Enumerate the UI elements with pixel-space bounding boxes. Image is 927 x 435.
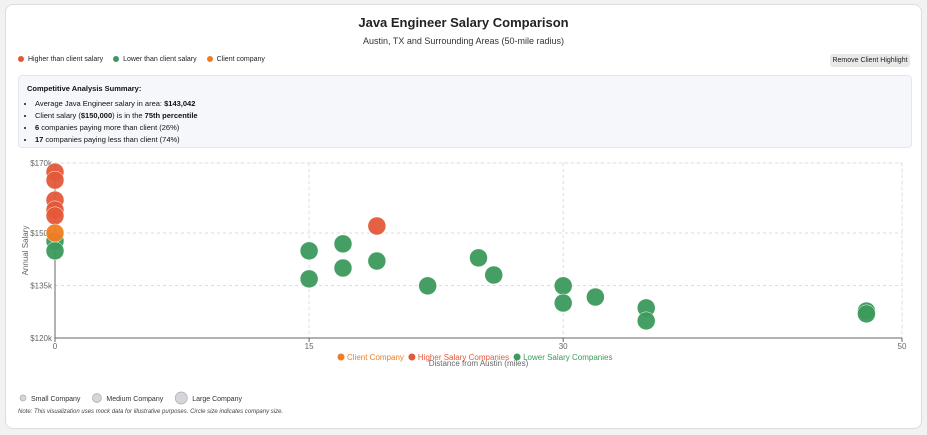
size-legend-label: Large Company: [192, 396, 242, 403]
point: [333, 258, 353, 278]
summary-item: 17 companies paying less than client (74…: [35, 135, 911, 144]
legend-item: Lower than client salary: [113, 56, 197, 63]
point: [367, 251, 387, 271]
y-tick-label: $120k: [30, 334, 53, 343]
legend-label: Client Company: [347, 353, 404, 362]
point: [333, 234, 353, 254]
summary-text: companies paying less than client (74%): [43, 135, 180, 144]
note: Note: This visualization uses mock data …: [18, 409, 283, 415]
point: [636, 311, 656, 331]
remove-highlight-button[interactable]: Remove Client Highlight: [830, 54, 910, 67]
summary-text: 6: [35, 123, 40, 132]
legend-label: Lower Salary Companies: [523, 353, 612, 362]
point: [418, 276, 437, 296]
summary-text: Average Java Engineer salary in area:: [35, 99, 165, 108]
x-axis-label: Distance from Austin (miles): [429, 359, 529, 368]
summary-list: Average Java Engineer salary in area: $1…: [19, 99, 911, 144]
x-tick-label: 30: [559, 342, 568, 351]
legend-label: Client company: [216, 56, 265, 63]
point: [367, 216, 387, 236]
legend-dot: [113, 56, 120, 62]
summary-box: Competitive Analysis Summary: Average Ja…: [18, 75, 912, 148]
x-tick-label: 15: [305, 342, 314, 351]
legend-item: Higher than client salary: [18, 56, 103, 63]
summary-item: Average Java Engineer salary in area: $1…: [35, 99, 911, 108]
point: [299, 241, 319, 261]
y-axis-label: Annual Salary: [21, 226, 30, 276]
point: [586, 287, 605, 307]
top-legend: Higher than client salary Lower than clie…: [18, 56, 265, 63]
point: [553, 276, 573, 296]
size-legend-label: Small Company: [31, 396, 81, 403]
summary-item: Client salary ($150,000) is in the 75th …: [35, 111, 911, 120]
title: Java Engineer Salary Comparison: [358, 15, 569, 30]
summary-text: $143,042: [164, 99, 196, 108]
legend-label: Higher Salary Companies: [418, 353, 509, 362]
summary-text: companies paying more than client (26%): [39, 123, 180, 132]
legend-dot: [337, 353, 345, 361]
legend-dot: [408, 353, 416, 361]
legend-label: Lower than client salary: [123, 56, 197, 63]
y-tick-label: $170k: [30, 159, 53, 168]
x-tick-label: 0: [53, 342, 58, 351]
point: [469, 248, 488, 268]
point: [45, 170, 65, 190]
x-tick-label: 50: [898, 342, 907, 351]
summary-text: ) is in the: [112, 111, 145, 120]
point: [484, 265, 503, 285]
card: [5, 4, 922, 429]
summary-item: 6 companies paying more than client (26%…: [35, 123, 911, 132]
y-tick-label: $150k: [30, 229, 53, 238]
legend-label: Higher than client salary: [28, 56, 104, 63]
summary-text: Client salary (: [35, 111, 81, 120]
point: [857, 304, 876, 324]
summary-title: Competitive Analysis Summary:: [27, 84, 142, 93]
size-legend-dot: [174, 391, 188, 405]
summary-text: $150,000: [80, 111, 113, 120]
subtitle: Austin, TX and Surrounding Areas (50-mil…: [363, 36, 564, 46]
legend-item: Client company: [206, 56, 265, 63]
size-legend-dot: [92, 393, 102, 403]
y-tick-label: $135k: [30, 282, 53, 291]
legend-dot: [513, 353, 521, 361]
point: [299, 269, 319, 289]
legend-dot: [206, 56, 213, 62]
summary-text: 75th percentile: [144, 111, 198, 120]
size-legend-dot: [19, 394, 27, 402]
point: [45, 206, 65, 226]
size-legend-label: Medium Company: [106, 396, 163, 403]
summary-text: 17: [35, 135, 44, 144]
point: [45, 241, 65, 261]
point: [553, 293, 573, 313]
point: [45, 223, 65, 243]
legend-dot: [18, 56, 24, 62]
